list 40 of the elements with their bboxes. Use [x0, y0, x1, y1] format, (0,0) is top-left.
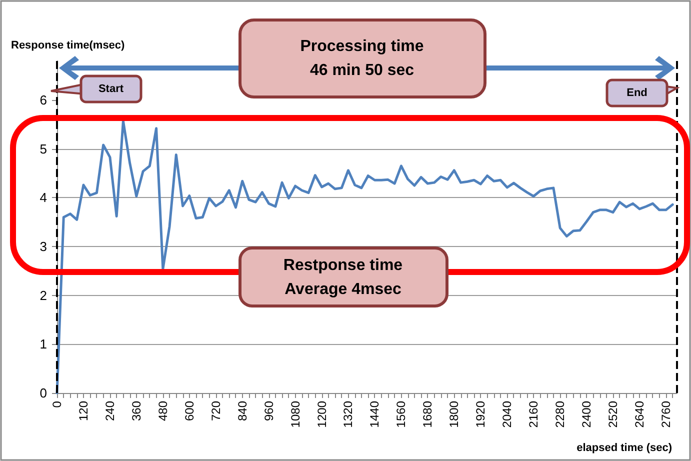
x-tick-label: 480	[156, 400, 170, 422]
x-tick-label: 1200	[314, 400, 329, 428]
x-tick-label: 600	[182, 400, 196, 422]
x-tick-label: 960	[262, 400, 276, 422]
annotation: Restponse time Average 4msec	[283, 256, 403, 298]
x-tick-label: 1800	[447, 400, 462, 428]
y-tick-label: 3	[40, 239, 47, 254]
x-tick-label: 840	[235, 400, 250, 422]
line-series	[56, 120, 674, 394]
y-tick-label: 5	[40, 141, 47, 156]
x-tick-label: 2040	[500, 400, 514, 428]
text-box: Processing time 46 min 50 sec	[238, 18, 486, 98]
x-tick-label: 1080	[288, 400, 302, 428]
x-tick-label: 720	[208, 400, 223, 422]
x-tick-label: 2160	[526, 400, 541, 428]
x-tick-label: 2400	[580, 400, 594, 428]
x-tick-label: 2280	[553, 400, 568, 428]
x-tick-label: 0	[50, 400, 64, 408]
text-box: Restponse time Average 4msec	[238, 246, 448, 308]
x-tick-label: 360	[129, 400, 144, 422]
y-tick-label: 4	[40, 190, 47, 206]
y-axis-title: Response time(msec)	[11, 40, 126, 52]
y-tick-label: 6	[40, 92, 47, 108]
y-tick-label: 0	[40, 386, 47, 400]
x-tick-label: 1320	[341, 400, 356, 428]
x-tick-label: 1920	[474, 400, 488, 428]
x-tick-label: 1560	[394, 400, 408, 428]
x-tick-label: 120	[76, 400, 90, 422]
x-tick-label: 2640	[632, 400, 646, 428]
x-tick-label: 2760	[658, 400, 673, 428]
x-tick-label: 1680	[420, 400, 435, 428]
x-axis-title: elapsed time (sec)	[576, 442, 672, 454]
x-tick-label: 240	[102, 400, 117, 422]
x-tick-label: 1440	[368, 400, 382, 428]
annotation: Processing time 46 min 50 sec	[300, 38, 424, 78]
y-tick-label: 2	[40, 288, 47, 303]
x-tick-label: 2520	[606, 400, 620, 428]
ref-line-label: End	[626, 87, 648, 99]
ref-line-label: Start	[98, 83, 124, 95]
y-tick-label: 1	[40, 336, 47, 352]
